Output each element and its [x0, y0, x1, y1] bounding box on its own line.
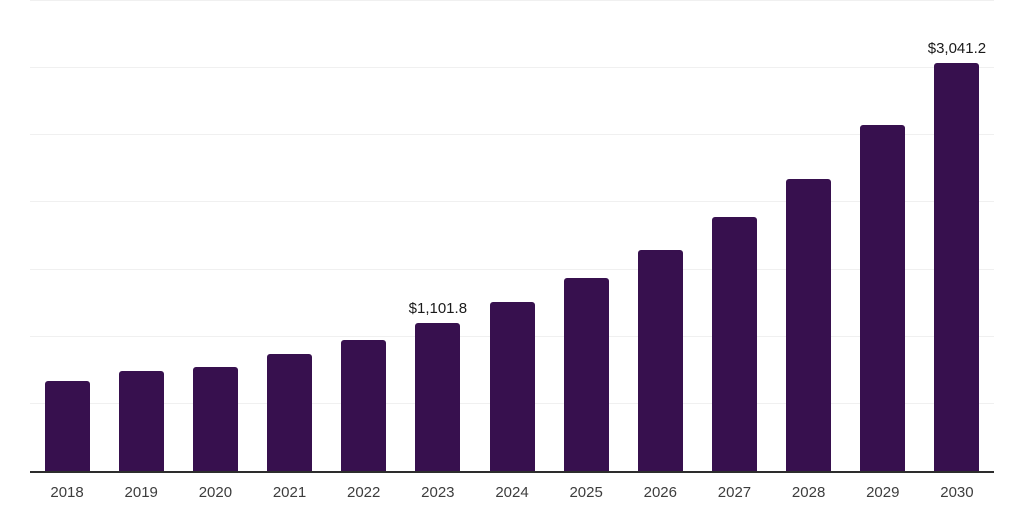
bar-2024: [489, 302, 535, 471]
x-tick-2018: 2018: [50, 484, 84, 501]
bar-2025: [563, 278, 609, 471]
gridline-3500: [30, 0, 994, 1]
x-axis: 2018 2019 2020 2021 2022 2023 2024 2025 2026 2027…: [30, 480, 994, 506]
plot-area: $1,101.8 $3,041.2: [30, 0, 994, 473]
gridline-2500: [30, 134, 994, 136]
x-tick-2026: 2026: [643, 484, 677, 501]
bar-2019: [118, 371, 164, 471]
x-tick-2019: 2019: [124, 484, 158, 501]
x-tick-2025: 2025: [569, 484, 603, 501]
bar-2022: [341, 340, 387, 471]
x-tick-2020: 2020: [198, 484, 233, 501]
bar-value-label-2030: $3,041.2: [927, 39, 987, 57]
x-tick-2028: 2028: [791, 484, 826, 501]
x-tick-2024: 2024: [495, 484, 529, 501]
gridline-1500: [30, 268, 994, 270]
x-tick-2022: 2022: [347, 484, 381, 501]
x-tick-2029: 2029: [866, 484, 900, 501]
bar-2027: [711, 217, 757, 471]
bar-2020: [192, 366, 238, 471]
gridline-3000: [30, 67, 994, 69]
x-tick-2027: 2027: [717, 484, 752, 501]
bar-2029: [860, 125, 906, 471]
bar-value-label-2023: $1,101.8: [408, 300, 468, 318]
bar-2028: [786, 178, 832, 471]
x-tick-2021: 2021: [272, 484, 307, 501]
bar-2018: [44, 381, 90, 471]
gridline-2000: [30, 201, 994, 203]
bar-2023: [415, 323, 461, 471]
x-tick-2030: 2030: [940, 484, 974, 501]
bar-2030: [934, 62, 980, 471]
bar-2021: [267, 354, 313, 471]
bar-2026: [637, 250, 683, 471]
x-tick-2023: 2023: [421, 484, 455, 501]
